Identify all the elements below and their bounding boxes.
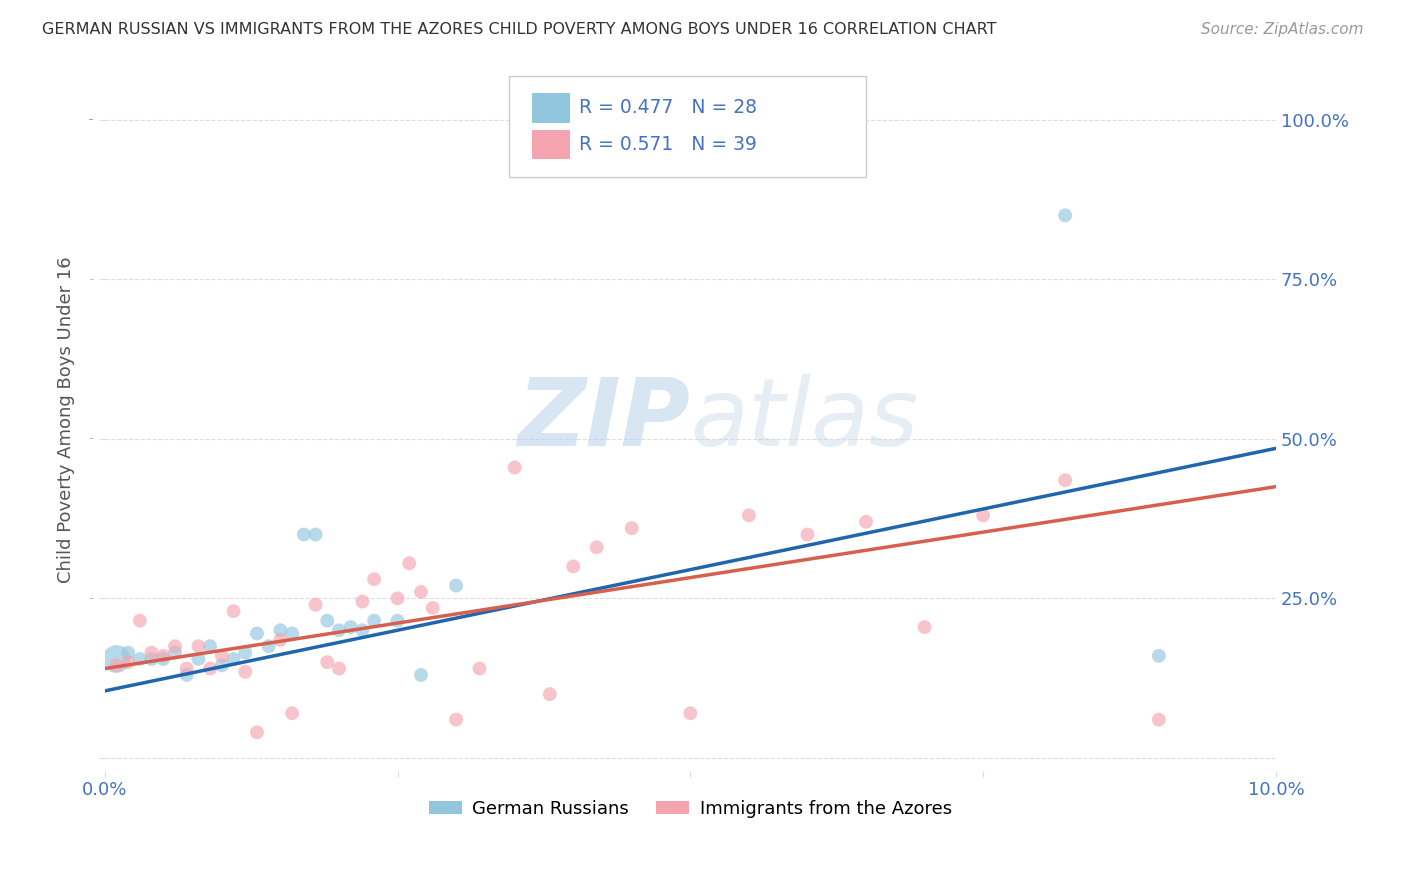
Point: [1054, 473, 1077, 487]
Point: [117, 655, 139, 669]
Point: [304, 598, 326, 612]
Point: [176, 668, 198, 682]
Point: [914, 620, 936, 634]
Point: [128, 614, 150, 628]
Point: [128, 652, 150, 666]
Point: [141, 652, 163, 666]
Y-axis label: Child Poverty Among Boys Under 16: Child Poverty Among Boys Under 16: [58, 256, 75, 582]
Point: [387, 614, 409, 628]
Point: [257, 639, 280, 653]
Point: [222, 652, 245, 666]
Point: [211, 648, 233, 663]
Point: [117, 646, 139, 660]
Point: [292, 527, 315, 541]
Point: [198, 639, 221, 653]
FancyBboxPatch shape: [533, 129, 569, 159]
Point: [246, 725, 269, 739]
Point: [339, 620, 361, 634]
Point: [152, 652, 174, 666]
Point: [281, 706, 304, 721]
Text: R = 0.571   N = 39: R = 0.571 N = 39: [579, 135, 756, 153]
Point: [211, 658, 233, 673]
Point: [269, 632, 291, 647]
Point: [198, 662, 221, 676]
Point: [363, 614, 385, 628]
Text: GERMAN RUSSIAN VS IMMIGRANTS FROM THE AZORES CHILD POVERTY AMONG BOYS UNDER 16 C: GERMAN RUSSIAN VS IMMIGRANTS FROM THE AZ…: [42, 22, 997, 37]
Point: [1054, 208, 1077, 222]
FancyBboxPatch shape: [533, 93, 569, 122]
Point: [363, 572, 385, 586]
Point: [352, 594, 374, 608]
Point: [163, 646, 186, 660]
Text: Source: ZipAtlas.com: Source: ZipAtlas.com: [1201, 22, 1364, 37]
Point: [176, 662, 198, 676]
Point: [562, 559, 585, 574]
Point: [222, 604, 245, 618]
Point: [796, 527, 818, 541]
Point: [409, 668, 432, 682]
Point: [328, 624, 350, 638]
Point: [233, 665, 256, 679]
Point: [444, 578, 467, 592]
Point: [246, 626, 269, 640]
Point: [152, 648, 174, 663]
Point: [855, 515, 877, 529]
Point: [187, 639, 209, 653]
Point: [281, 626, 304, 640]
Text: ZIP: ZIP: [517, 374, 690, 466]
Point: [409, 585, 432, 599]
Point: [972, 508, 994, 523]
Point: [1147, 648, 1170, 663]
Point: [679, 706, 702, 721]
Point: [503, 460, 526, 475]
Point: [141, 646, 163, 660]
Point: [328, 662, 350, 676]
Point: [585, 541, 607, 555]
Point: [422, 601, 444, 615]
Point: [163, 639, 186, 653]
Point: [233, 646, 256, 660]
FancyBboxPatch shape: [509, 76, 866, 178]
Point: [398, 556, 420, 570]
Point: [316, 614, 339, 628]
Point: [538, 687, 561, 701]
Point: [105, 658, 128, 673]
Legend: German Russians, Immigrants from the Azores: German Russians, Immigrants from the Azo…: [422, 792, 959, 825]
Point: [1147, 713, 1170, 727]
Point: [444, 713, 467, 727]
Point: [620, 521, 643, 535]
Point: [304, 527, 326, 541]
Point: [316, 655, 339, 669]
Point: [187, 652, 209, 666]
Point: [105, 652, 128, 666]
Point: [468, 662, 491, 676]
Text: R = 0.477   N = 28: R = 0.477 N = 28: [579, 98, 756, 118]
Point: [269, 624, 291, 638]
Point: [387, 591, 409, 606]
Point: [352, 624, 374, 638]
Text: atlas: atlas: [690, 374, 918, 465]
Point: [738, 508, 761, 523]
